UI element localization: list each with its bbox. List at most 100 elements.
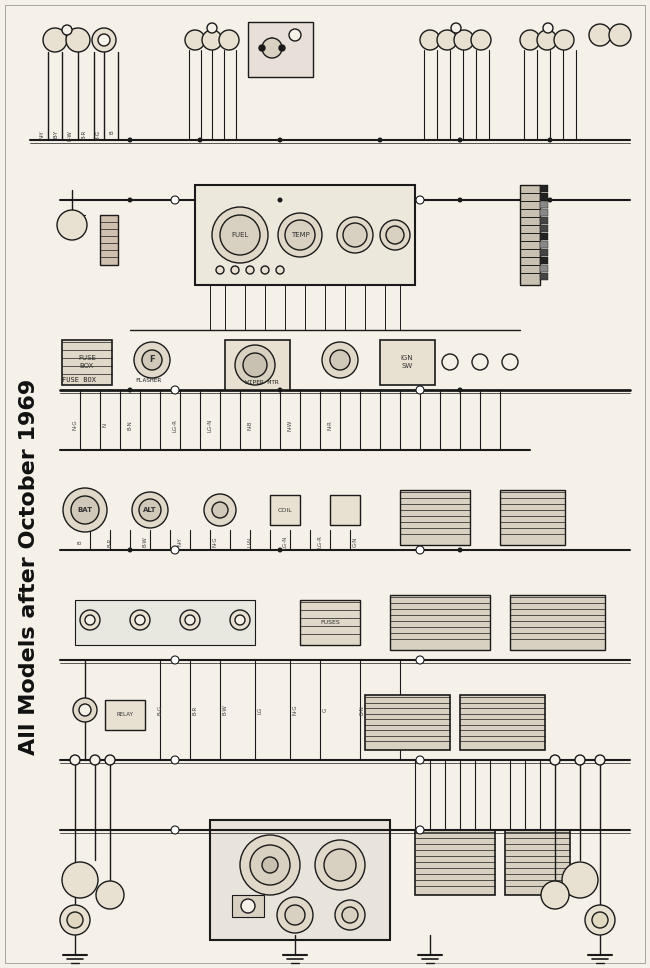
- Bar: [520, 185, 540, 285]
- Circle shape: [135, 615, 145, 625]
- Text: FLASHER: FLASHER: [135, 378, 161, 382]
- Circle shape: [235, 345, 275, 385]
- Circle shape: [595, 755, 605, 765]
- Circle shape: [278, 197, 283, 202]
- Bar: [540, 233, 548, 240]
- Text: LG-R: LG-R: [317, 535, 322, 549]
- Bar: [248, 22, 313, 77]
- Text: B-W: B-W: [68, 130, 73, 141]
- Circle shape: [451, 23, 461, 33]
- Circle shape: [127, 197, 133, 202]
- Text: B-W: B-W: [222, 705, 227, 715]
- Text: N: N: [103, 423, 107, 427]
- Text: LG-R: LG-R: [172, 418, 177, 432]
- Circle shape: [547, 197, 552, 202]
- Bar: [400, 490, 470, 545]
- Circle shape: [520, 30, 540, 50]
- Circle shape: [458, 197, 463, 202]
- Circle shape: [420, 30, 440, 50]
- Bar: [415, 830, 495, 895]
- Circle shape: [132, 492, 168, 528]
- Text: F: F: [150, 355, 155, 365]
- Text: B-N: B-N: [359, 705, 365, 715]
- Bar: [540, 209, 548, 216]
- Text: B-N: B-N: [127, 420, 133, 430]
- Circle shape: [66, 28, 90, 52]
- Text: FUSE BOX: FUSE BOX: [62, 377, 96, 383]
- Circle shape: [437, 30, 457, 50]
- Bar: [540, 241, 548, 248]
- Text: RELAY: RELAY: [116, 712, 133, 717]
- Circle shape: [589, 24, 611, 46]
- Circle shape: [289, 29, 301, 41]
- Circle shape: [67, 912, 83, 928]
- Circle shape: [335, 900, 365, 930]
- Text: B-R: B-R: [81, 130, 86, 139]
- Bar: [232, 895, 264, 917]
- Text: LG-N: LG-N: [283, 535, 287, 549]
- Circle shape: [262, 857, 278, 873]
- Circle shape: [105, 755, 115, 765]
- Circle shape: [324, 849, 356, 881]
- Circle shape: [139, 499, 161, 521]
- Circle shape: [212, 502, 228, 518]
- Bar: [540, 225, 548, 232]
- Circle shape: [241, 899, 255, 913]
- Circle shape: [62, 25, 72, 35]
- Circle shape: [276, 266, 284, 274]
- Text: All Models after October 1969: All Models after October 1969: [20, 378, 39, 755]
- Text: IGN
SW: IGN SW: [400, 355, 413, 369]
- Circle shape: [216, 266, 224, 274]
- Text: U-N: U-N: [248, 537, 252, 547]
- Circle shape: [63, 488, 107, 532]
- Bar: [540, 249, 548, 256]
- Bar: [62, 340, 112, 385]
- Text: N-G: N-G: [292, 705, 298, 715]
- Circle shape: [142, 350, 162, 370]
- Circle shape: [543, 23, 553, 33]
- Circle shape: [343, 223, 367, 247]
- Circle shape: [73, 698, 97, 722]
- Circle shape: [240, 835, 300, 895]
- Circle shape: [550, 755, 560, 765]
- Bar: [505, 830, 570, 895]
- Text: N-Y: N-Y: [40, 130, 44, 138]
- Circle shape: [235, 615, 245, 625]
- Circle shape: [171, 196, 179, 204]
- Circle shape: [279, 45, 285, 51]
- Text: N-Y: N-Y: [177, 537, 183, 546]
- Circle shape: [562, 862, 598, 898]
- Circle shape: [378, 137, 382, 142]
- Bar: [75, 600, 255, 645]
- Circle shape: [60, 905, 90, 935]
- Text: FUSES: FUSES: [320, 620, 340, 624]
- Circle shape: [458, 548, 463, 553]
- Bar: [100, 215, 118, 265]
- Circle shape: [96, 881, 124, 909]
- Bar: [540, 185, 548, 192]
- Text: B-W: B-W: [142, 536, 148, 548]
- Circle shape: [231, 266, 239, 274]
- Circle shape: [70, 755, 80, 765]
- Text: G: G: [322, 708, 328, 712]
- Bar: [105, 700, 145, 730]
- Circle shape: [250, 845, 290, 885]
- Bar: [500, 490, 565, 545]
- Circle shape: [278, 213, 322, 257]
- Circle shape: [330, 350, 350, 370]
- Bar: [540, 201, 548, 208]
- Text: FUEL: FUEL: [231, 232, 249, 238]
- Circle shape: [207, 23, 217, 33]
- Bar: [330, 495, 360, 525]
- Circle shape: [90, 755, 100, 765]
- Circle shape: [230, 610, 250, 630]
- Circle shape: [458, 137, 463, 142]
- Circle shape: [57, 210, 87, 240]
- Text: COIL: COIL: [278, 507, 292, 512]
- Circle shape: [261, 266, 269, 274]
- Text: B-Y: B-Y: [53, 130, 58, 138]
- Circle shape: [285, 220, 315, 250]
- Circle shape: [416, 546, 424, 554]
- Circle shape: [472, 354, 488, 370]
- Bar: [380, 340, 435, 385]
